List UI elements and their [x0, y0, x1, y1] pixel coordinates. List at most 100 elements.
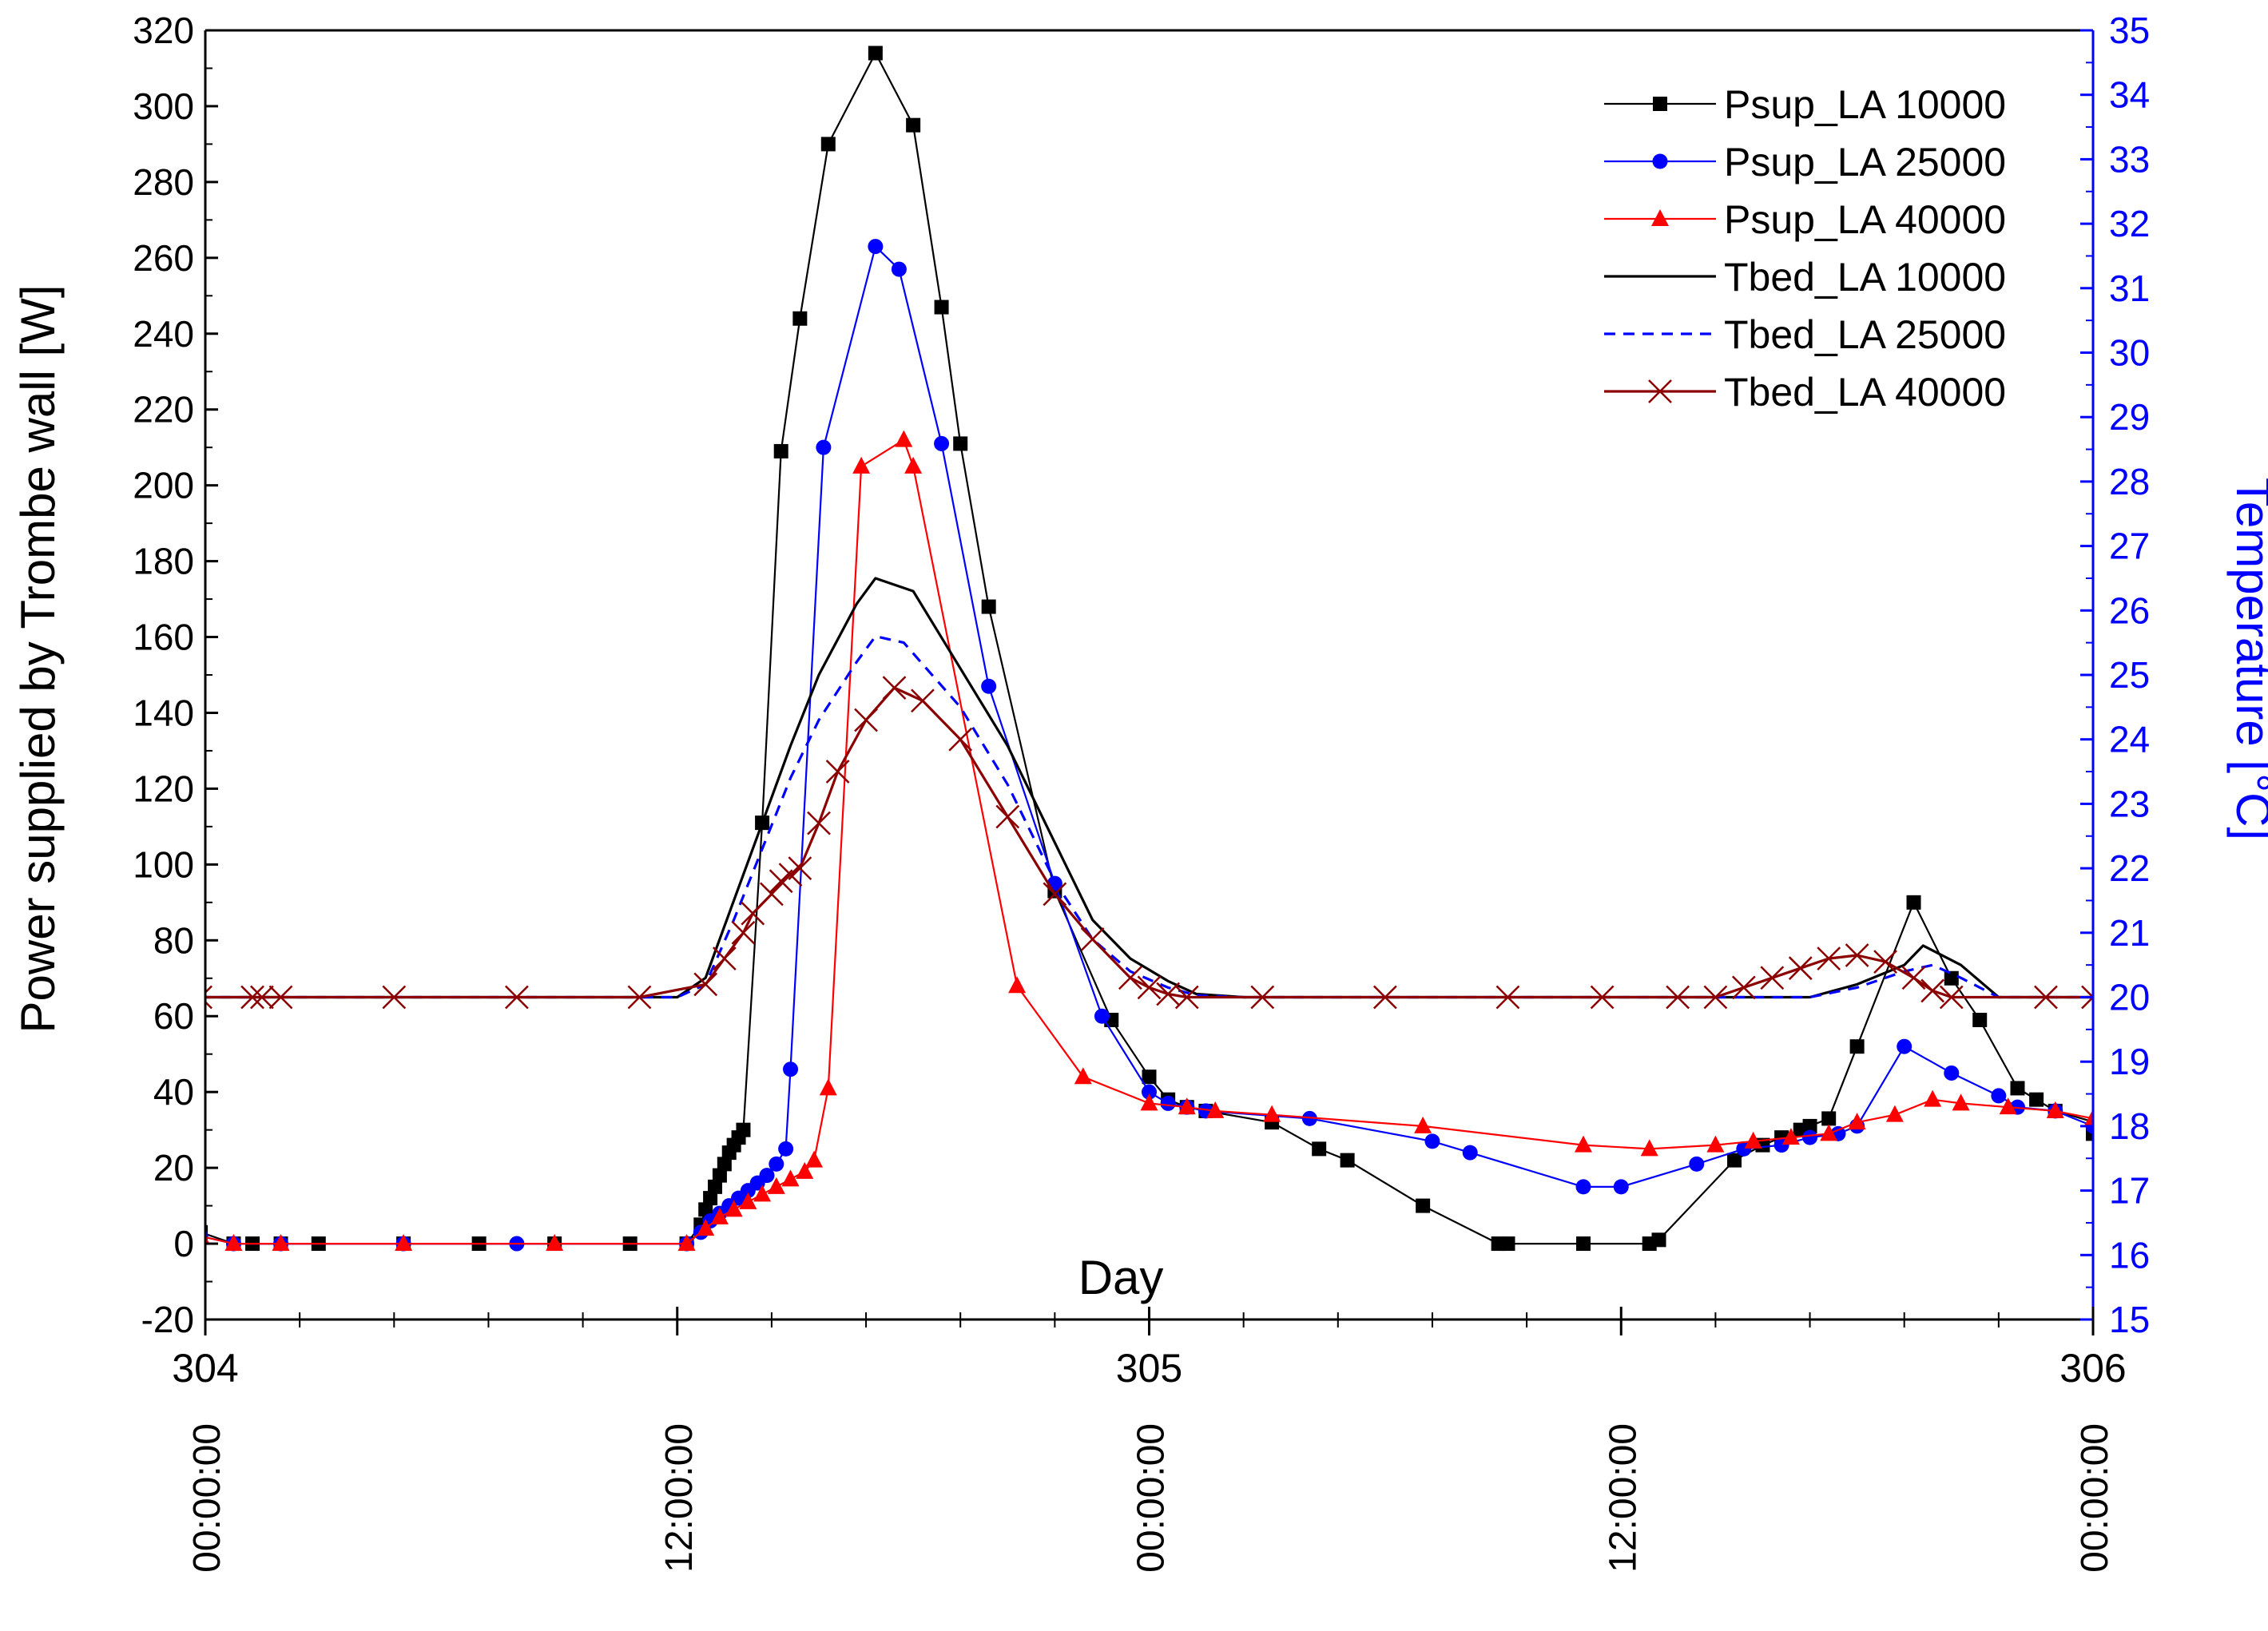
- x-axis-label: Day: [1078, 1251, 1164, 1304]
- legend-label: Tbed_LA 10000: [1724, 255, 2006, 300]
- y-right-tick-label: 25: [2109, 654, 2150, 696]
- data-point-s2-29: [1301, 1110, 1317, 1126]
- data-point-s1-49: [1802, 1118, 1817, 1133]
- y-right-tick-label: 34: [2109, 74, 2150, 116]
- y-left-tick-label: 300: [133, 85, 194, 127]
- data-point-s3-16: [819, 1078, 837, 1096]
- data-point-s1-26: [906, 117, 921, 133]
- x-tick-label: 304: [172, 1346, 238, 1391]
- data-point-s3-6: [677, 1234, 696, 1252]
- legend-label: Tbed_LA 25000: [1724, 312, 2006, 357]
- y-axis-right-label: Temperature [°C]: [2226, 478, 2268, 840]
- data-point-s3-33: [1848, 1113, 1866, 1130]
- legend-label: Psup_LA 10000: [1724, 82, 2006, 127]
- data-point-s1-28: [953, 436, 968, 451]
- data-point-s3-13: [781, 1169, 800, 1187]
- y-left-tick-label: 260: [133, 237, 194, 279]
- y-left-tick-label: 40: [153, 1071, 194, 1113]
- data-point-s1-37: [1312, 1141, 1327, 1157]
- x-tick-label: 306: [2059, 1346, 2126, 1391]
- data-point-s6-31: [1495, 985, 1520, 1010]
- data-point-s3-35: [1924, 1089, 1942, 1107]
- data-point-s3-10: [739, 1192, 757, 1209]
- data-point-s6-10: [731, 920, 756, 945]
- data-point-s6-23: [1043, 882, 1067, 907]
- data-point-s6-39: [1845, 943, 1869, 967]
- data-point-s6-44: [2034, 985, 2058, 1010]
- data-point-s6-17: [825, 760, 850, 784]
- y-right-tick-label: 19: [2109, 1041, 2150, 1082]
- y-left-tick-label: 20: [153, 1147, 194, 1189]
- data-point-s6-38: [1817, 946, 1841, 970]
- legend-label: Psup_LA 40000: [1724, 197, 2006, 242]
- data-point-s3-15: [805, 1150, 824, 1168]
- data-point-s6-33: [1666, 985, 1690, 1010]
- data-point-s2-34: [1689, 1156, 1705, 1172]
- data-point-s2-33: [1613, 1179, 1629, 1195]
- y-right-tick-label: 23: [2109, 783, 2150, 824]
- data-point-s3-9: [725, 1200, 743, 1217]
- data-point-s3-39: [2084, 1109, 2093, 1126]
- y-right-tick-label: 18: [2109, 1105, 2150, 1147]
- data-point-s1-14: [708, 1179, 723, 1194]
- data-point-s3-5: [546, 1234, 564, 1252]
- data-point-s6-2: [240, 985, 264, 1010]
- legend-item-3: Psup_LA 40000: [1604, 197, 2006, 242]
- y-right-tick-label: 26: [2109, 589, 2150, 631]
- y-left-tick-label: 220: [133, 389, 194, 431]
- y-right-tick-label: 31: [2109, 268, 2150, 309]
- data-point-s2-19: [868, 239, 884, 255]
- data-point-s1-59: [2086, 1126, 2093, 1141]
- data-point-s2-20: [891, 261, 907, 277]
- legend-marker: [1653, 97, 1667, 111]
- data-point-s3-7: [697, 1219, 715, 1236]
- data-point-s6-28: [1174, 985, 1199, 1010]
- data-point-s6-9: [712, 946, 737, 970]
- data-point-s3-34: [1885, 1105, 1904, 1122]
- data-point-s6-26: [1137, 975, 1162, 1000]
- data-point-s1-22: [773, 443, 788, 458]
- data-point-s2-14: [759, 1168, 775, 1184]
- data-point-s3-19: [904, 456, 923, 474]
- x-time-label: 00:00:00: [1130, 1423, 1173, 1573]
- y-left-tick-label: -20: [141, 1299, 194, 1340]
- legend-item-5: Tbed_LA 25000: [1604, 312, 2006, 357]
- data-point-s6-11: [741, 901, 765, 926]
- axes-layer: -20 0 20 40 60 80 100 120 140 160 180 200 220 240 260 2…: [133, 10, 2150, 1573]
- x-time-label: 00:00:00: [2074, 1423, 2116, 1573]
- data-point-s6-8: [693, 972, 718, 997]
- y-right-tick-label: 32: [2109, 203, 2150, 244]
- data-point-s2-31: [1462, 1145, 1478, 1161]
- data-point-s3-21: [1074, 1067, 1092, 1085]
- x-time-label: 00:00:00: [186, 1423, 228, 1573]
- data-point-s3-3: [272, 1234, 290, 1252]
- data-point-s6-5: [382, 985, 407, 1010]
- legend-marker: [1652, 153, 1668, 169]
- data-point-s3-2: [224, 1234, 243, 1252]
- data-point-s1-15: [712, 1168, 727, 1183]
- y-left-tick-label: 280: [133, 161, 194, 203]
- data-point-s1-55: [2010, 1081, 2025, 1096]
- y-right-tick-label: 15: [2109, 1299, 2150, 1340]
- data-point-s1-24: [820, 137, 836, 152]
- data-point-s6-6: [505, 985, 529, 1010]
- y-left-tick-label: 120: [133, 768, 194, 809]
- data-point-s2-24: [1094, 1008, 1110, 1024]
- data-point-s1-56: [2029, 1092, 2044, 1107]
- y-left-tick-label: 320: [133, 10, 194, 51]
- data-point-s3-4: [395, 1234, 413, 1252]
- data-point-s1-45: [1727, 1153, 1742, 1168]
- data-point-s2-18: [816, 439, 832, 455]
- data-point-s6-32: [1590, 985, 1615, 1010]
- data-point-s1-41: [1500, 1236, 1515, 1252]
- data-point-s1-51: [1849, 1039, 1865, 1054]
- data-point-s2-21: [934, 435, 950, 451]
- data-point-s2-22: [981, 678, 997, 694]
- data-point-s6-25: [1118, 966, 1142, 990]
- y-left-tick-label: 240: [133, 313, 194, 355]
- data-point-s6-1: [205, 985, 213, 1010]
- data-point-s3-29: [1706, 1135, 1725, 1153]
- data-point-s6-3: [250, 985, 274, 1010]
